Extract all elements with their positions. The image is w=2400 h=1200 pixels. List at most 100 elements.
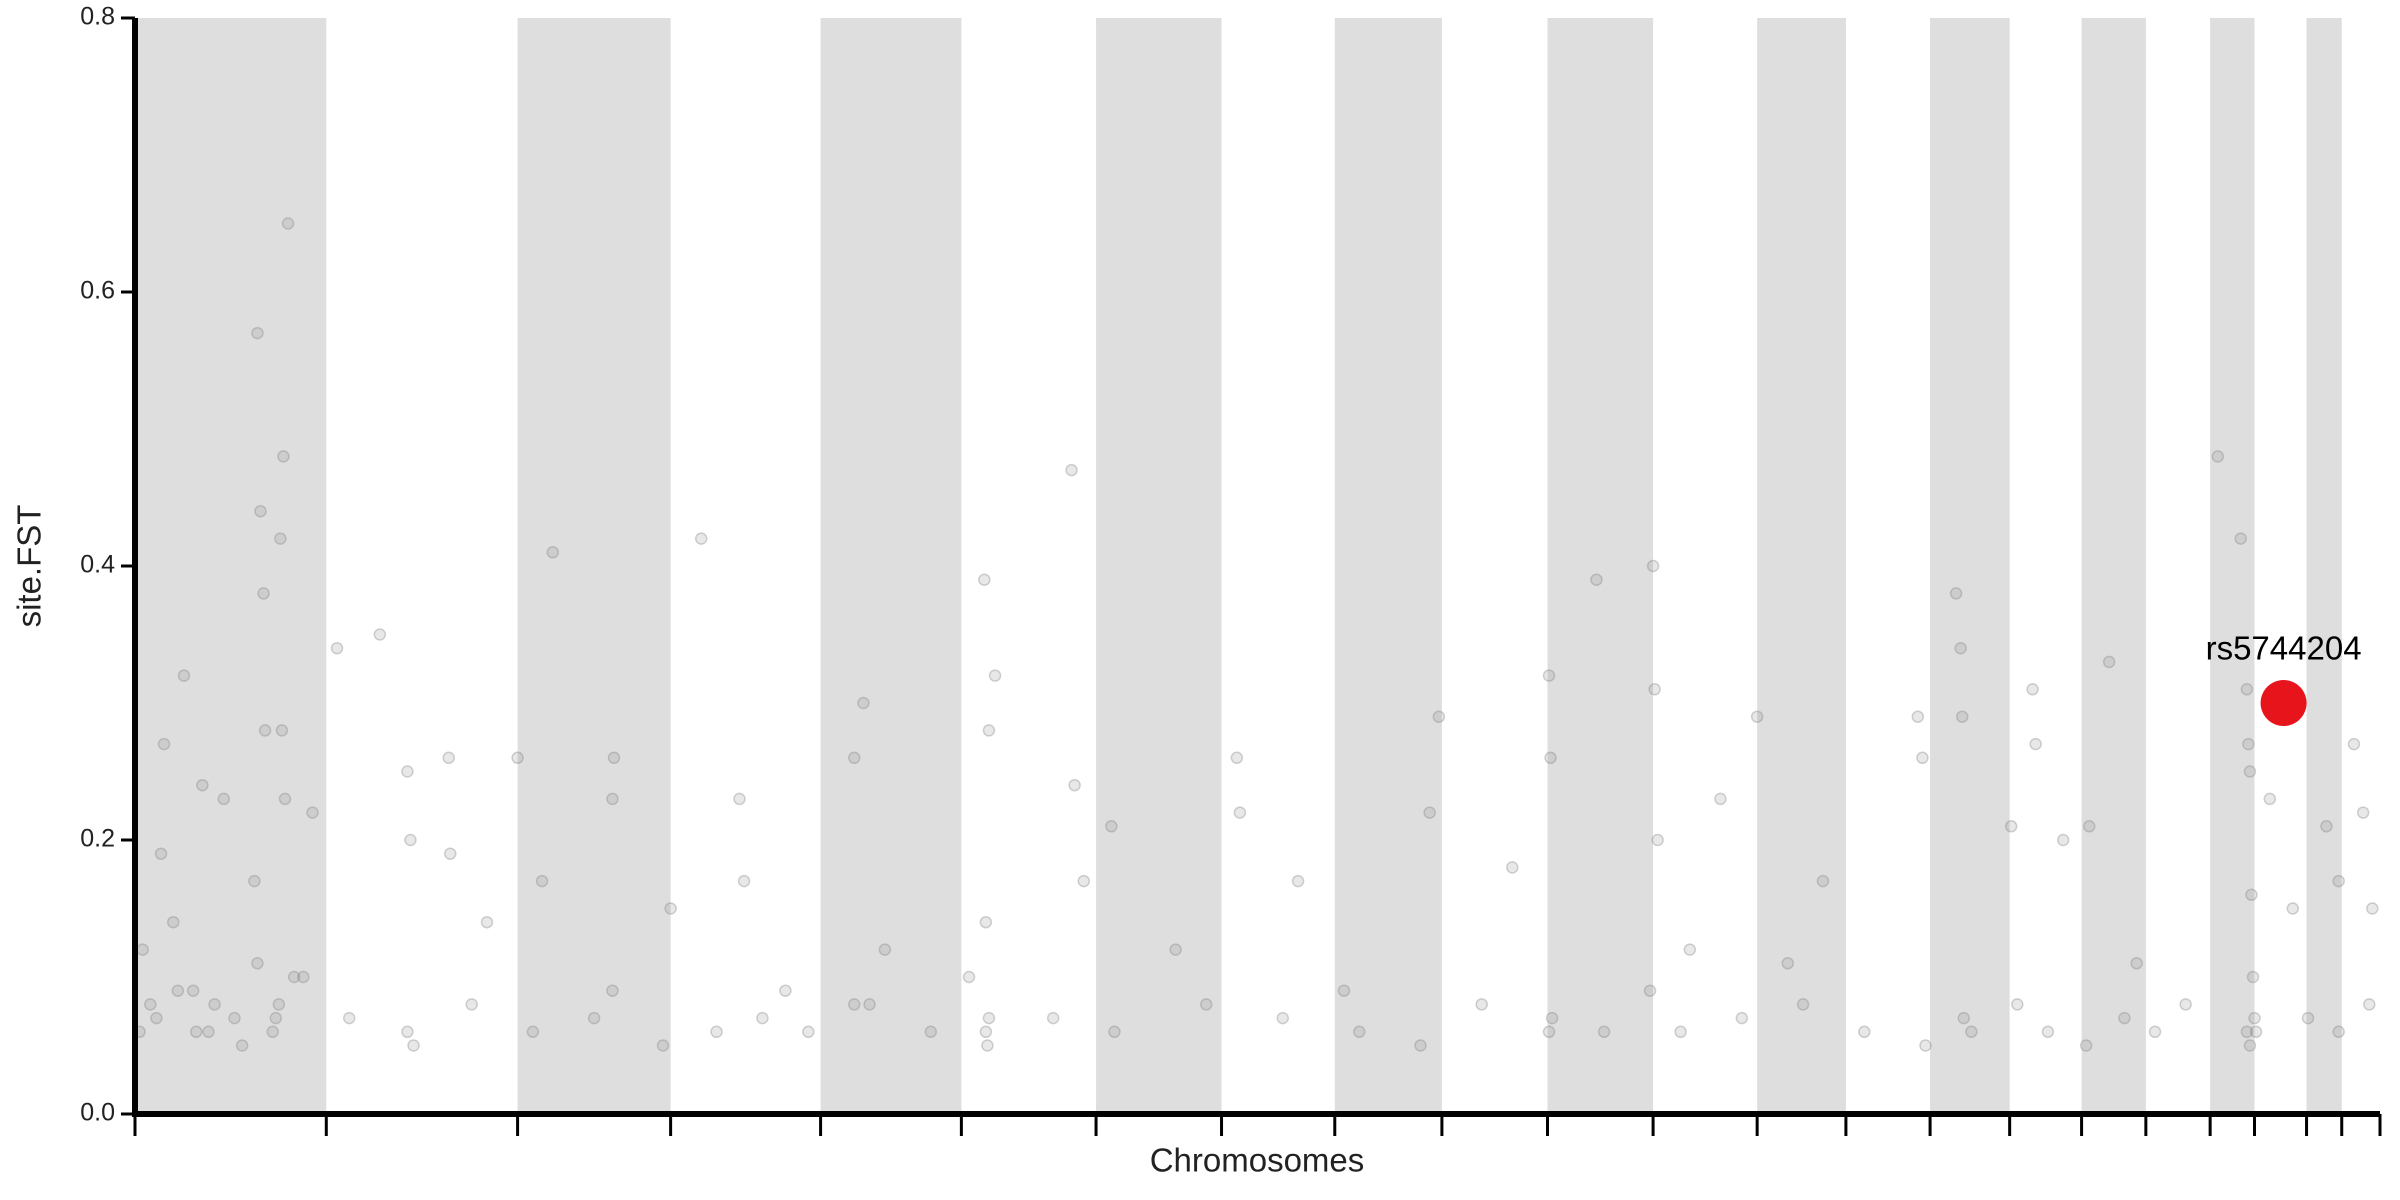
snp-point — [1949, 587, 1963, 600]
chromosome-band — [820, 18, 962, 1114]
snp-point — [1916, 751, 1929, 765]
snp-point — [2242, 737, 2255, 751]
snp-point — [2263, 792, 2277, 806]
y-tick-label: 0.2 — [80, 825, 115, 853]
snp-point — [848, 751, 861, 765]
snp-point — [982, 1011, 996, 1025]
snp-point — [863, 998, 876, 1011]
snp-point — [982, 724, 996, 737]
snp-point — [235, 1039, 249, 1052]
snp-point — [2286, 902, 2300, 915]
highlight-label: rs5744204 — [2206, 630, 2362, 667]
snp-point — [1077, 874, 1091, 888]
snp-point — [756, 1011, 769, 1025]
snp-point — [208, 998, 221, 1011]
snp-point — [779, 984, 792, 997]
snp-point — [1506, 861, 1519, 874]
snp-point — [2363, 998, 2376, 1011]
snp-point — [1108, 1025, 1121, 1039]
snp-point — [443, 847, 457, 860]
snp-point — [1651, 833, 1664, 847]
snp-point — [2179, 998, 2192, 1011]
snp-point — [2056, 833, 2070, 847]
snp-point — [1105, 820, 1118, 833]
chromosome-band — [2081, 18, 2146, 1114]
snp-point — [330, 641, 344, 655]
snp-point — [1542, 669, 1556, 682]
snp-point — [144, 998, 157, 1011]
snp-point — [1291, 874, 1305, 888]
snp-point — [1353, 1025, 1366, 1039]
snp-point — [157, 737, 171, 751]
snp-point — [607, 751, 621, 765]
snp-point — [710, 1025, 723, 1039]
snp-point — [1648, 683, 1661, 696]
snp-point — [407, 1039, 420, 1052]
snp-point — [1545, 1011, 1559, 1025]
snp-point — [2148, 1025, 2162, 1039]
snp-point — [1199, 998, 1213, 1011]
snp-point — [2248, 1011, 2261, 1025]
snp-point — [2130, 957, 2143, 970]
snp-point — [272, 998, 286, 1011]
snp-point — [664, 902, 677, 915]
snp-point — [979, 1025, 993, 1039]
chromosome-band — [135, 18, 327, 1114]
snp-point — [1169, 943, 1182, 956]
snp-point — [171, 984, 185, 997]
snp-point — [186, 984, 200, 997]
snp-point — [1544, 751, 1557, 765]
snp-point — [2243, 1039, 2257, 1052]
chromosome-band — [1096, 18, 1222, 1114]
snp-point — [802, 1025, 815, 1039]
snp-point — [2240, 683, 2254, 696]
snp-point — [1337, 984, 1351, 997]
snp-point — [924, 1025, 938, 1039]
snp-point — [1816, 874, 1830, 888]
y-tick-label: 0.4 — [80, 551, 115, 579]
snp-point — [442, 751, 455, 765]
snp-point — [733, 792, 746, 806]
snp-point — [978, 573, 991, 586]
snp-point — [2102, 655, 2116, 669]
chromosome-band — [2210, 18, 2255, 1114]
snp-point — [228, 1011, 241, 1025]
snp-point — [1423, 806, 1436, 819]
snp-point — [257, 587, 270, 600]
snp-point — [857, 696, 870, 710]
snp-point — [606, 984, 619, 997]
snp-point — [1955, 710, 1969, 723]
snp-point — [248, 874, 261, 888]
chromosome-band — [1757, 18, 1846, 1114]
snp-point — [342, 1011, 356, 1025]
snp-point — [2245, 888, 2258, 902]
snp-point — [177, 669, 191, 682]
chromosome-band — [1547, 18, 1654, 1114]
snp-point — [269, 1011, 283, 1025]
snp-point — [981, 1039, 994, 1052]
y-tick-label: 0.8 — [80, 3, 115, 31]
snp-point — [1230, 751, 1244, 765]
snp-point — [2211, 450, 2225, 463]
snp-point — [465, 998, 478, 1011]
snp-point — [979, 915, 993, 929]
snp-point — [2234, 532, 2247, 545]
snp-point — [274, 532, 287, 545]
snp-point — [1068, 778, 1081, 792]
x-axis-label: Chromosomes — [1150, 1142, 1365, 1179]
snp-point — [606, 792, 619, 806]
chromosome-band — [517, 18, 671, 1114]
snp-point — [1919, 1039, 1932, 1052]
chromosome-band — [1930, 18, 2010, 1114]
snp-point — [2320, 820, 2333, 833]
snp-point — [287, 970, 301, 984]
snp-point — [1590, 573, 1603, 586]
snp-point — [202, 1025, 215, 1039]
snp-point — [656, 1039, 670, 1052]
snp-point — [1796, 998, 1810, 1011]
snp-point — [254, 504, 267, 518]
snp-point — [1542, 1025, 1556, 1039]
snp-point — [189, 1025, 203, 1039]
snp-point — [1643, 984, 1657, 997]
